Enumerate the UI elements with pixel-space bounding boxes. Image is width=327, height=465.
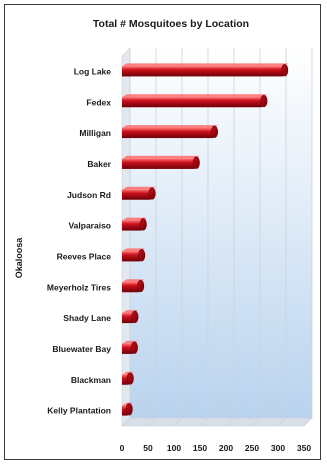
x-tick-label: 150	[193, 443, 207, 453]
back-wall	[130, 48, 312, 418]
bar-body	[122, 220, 142, 231]
gridlines	[121, 48, 313, 427]
bar-body	[122, 158, 195, 169]
x-tick-label: 250	[245, 443, 259, 453]
bar-cap	[148, 187, 156, 200]
bar-top	[122, 155, 200, 159]
bar	[122, 279, 145, 293]
x-tick-label: 0	[120, 443, 125, 453]
bar-top	[122, 94, 268, 98]
bar-body	[122, 97, 263, 108]
category-label: Log Lake	[74, 66, 112, 76]
gridline-floor	[173, 417, 183, 427]
bar-top	[122, 125, 218, 129]
bar-body	[122, 313, 134, 324]
x-tick-label: 200	[219, 443, 233, 453]
category-label: Fedex	[86, 97, 111, 107]
gridline-floor	[121, 417, 131, 427]
bar-cap	[138, 249, 146, 262]
bar-body	[122, 343, 133, 354]
bar	[122, 402, 133, 416]
bar-cap	[131, 310, 139, 323]
bar-body	[122, 128, 213, 139]
bar	[122, 310, 139, 324]
category-label: Reeves Place	[57, 251, 112, 261]
bar-top	[122, 63, 288, 67]
bar-body	[122, 374, 129, 385]
bar	[122, 186, 156, 200]
bar-cap	[211, 125, 219, 138]
bar-cap	[281, 64, 289, 77]
bar-top	[122, 186, 156, 190]
bar	[122, 155, 200, 169]
x-tick-label: 100	[167, 443, 181, 453]
bar-top	[122, 248, 145, 252]
category-label: Blackman	[71, 375, 111, 385]
gridline-floor	[199, 417, 209, 427]
bar-top	[122, 402, 133, 406]
bar-cap	[260, 94, 268, 108]
bar	[122, 94, 268, 108]
category-label: Baker	[87, 159, 111, 169]
category-labels: Log Lake Fedex Milligan Baker Judson Rd Valpa…	[47, 66, 112, 415]
plot-wall	[121, 47, 313, 427]
bar-body	[122, 405, 128, 416]
bar-body	[122, 66, 284, 77]
floor	[121, 417, 313, 427]
gridline-floor	[225, 417, 235, 427]
category-label: Shady Lane	[63, 313, 111, 323]
bar	[122, 125, 219, 139]
bar-cap	[130, 341, 138, 354]
bar	[122, 340, 138, 354]
bar-top	[122, 217, 147, 221]
y-axis-label: Okaloosa	[14, 237, 24, 279]
x-tick-labels: 0 50 100 150 200 250 300 350	[120, 443, 312, 453]
bar	[122, 217, 147, 231]
gridline-floor	[251, 417, 261, 427]
category-label: Bluewater Bay	[52, 344, 111, 354]
bar-body	[122, 189, 151, 200]
bar-cap	[137, 279, 145, 293]
chart-title: Total # Mosquitoes by Location	[93, 18, 249, 30]
x-tick-label: 300	[271, 443, 285, 453]
bar-body	[122, 251, 141, 262]
x-tick-label: 350	[297, 443, 311, 453]
bar	[122, 371, 134, 385]
bar-cap	[126, 372, 134, 385]
bar	[122, 248, 146, 262]
x-tick-label: 50	[143, 443, 153, 453]
category-label: Kelly Plantation	[47, 406, 111, 416]
bar-cap	[192, 156, 200, 169]
bar-cap	[139, 218, 147, 231]
gridline-floor	[277, 417, 287, 427]
gridline-floor	[303, 417, 313, 427]
bar-cap	[125, 403, 133, 416]
bar-body	[122, 282, 140, 293]
category-label: Meyerholz Tires	[47, 282, 111, 292]
bar	[122, 63, 289, 77]
bars-group	[122, 63, 289, 416]
category-label: Milligan	[79, 128, 111, 138]
gridline-floor	[147, 417, 157, 427]
category-label: Valparaiso	[68, 221, 111, 231]
category-label: Judson Rd	[67, 190, 111, 200]
